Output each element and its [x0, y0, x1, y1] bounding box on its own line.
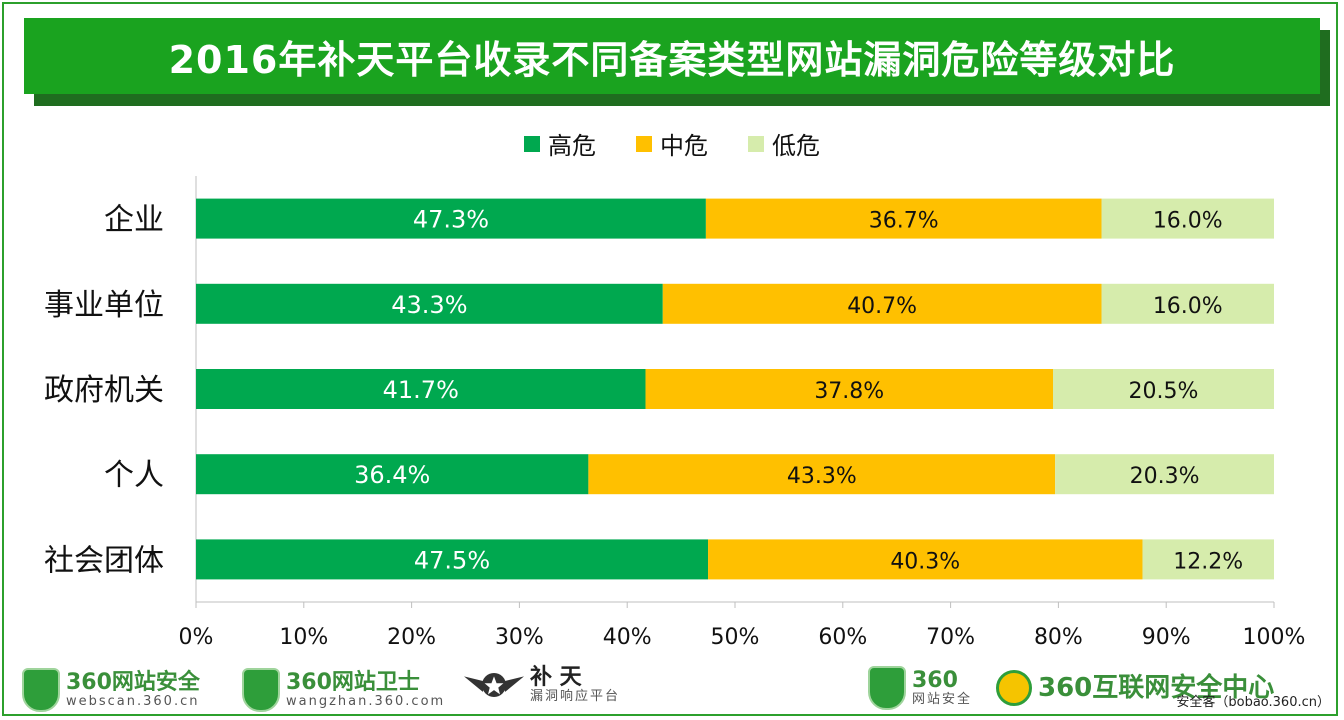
bar-segment-2	[1101, 283, 1274, 324]
shield-globe-icon	[868, 666, 906, 710]
data-label: 47.5%	[414, 546, 490, 574]
copyright: 安全客（bobao.360.cn）	[1176, 695, 1330, 710]
logo-butian-main: 补 天	[530, 665, 582, 690]
logo-webscan-main: 360网站安全	[66, 670, 200, 695]
logo-wangzhan-sub: wangzhan.360.com	[286, 694, 446, 709]
data-label: 12.2%	[1173, 549, 1243, 574]
shield-icon	[22, 668, 60, 712]
category-label: 事业单位	[44, 288, 164, 323]
x-tick-label: 70%	[926, 625, 975, 650]
bar-segment-1	[705, 198, 1102, 239]
bar-segment-0	[196, 454, 589, 495]
legend-swatch	[636, 135, 652, 152]
legend-label: 中危	[660, 132, 708, 160]
x-tick-label: 0%	[179, 625, 214, 650]
data-label: 43.3%	[787, 464, 857, 489]
star-wings-icon	[464, 673, 524, 697]
logo-360-site-security: 360 网站安全	[868, 666, 972, 710]
category-label: 企业	[104, 203, 164, 238]
bar-segment-2	[1055, 454, 1274, 495]
logo-butian-sub: 漏洞响应平台	[530, 689, 621, 704]
category-label: 社会团体	[44, 543, 164, 578]
logo-360-internet-security: 360互联网安全中心	[996, 670, 1274, 706]
shield-plus-icon	[242, 668, 280, 712]
logo-butian: 补 天 漏洞响应平台	[464, 666, 620, 704]
legend-item-1: 中危	[636, 126, 708, 161]
logo-webscan-sub: webscan.360.cn	[66, 694, 200, 709]
data-label: 40.7%	[847, 294, 917, 319]
logo-webscan: 360网站安全 webscan.360.cn	[22, 668, 200, 712]
legend-label: 高危	[548, 132, 596, 160]
logo-wangzhan: 360网站卫士 wangzhan.360.com	[242, 668, 445, 712]
plus-circle-icon	[996, 670, 1032, 706]
legend-item-0: 高危	[524, 126, 596, 161]
data-label: 16.0%	[1153, 209, 1223, 234]
bar-segment-0	[196, 369, 646, 409]
bar-segment-0	[196, 283, 663, 324]
data-label: 36.7%	[869, 209, 939, 234]
legend-swatch	[524, 135, 540, 152]
x-tick-label: 80%	[1034, 625, 1083, 650]
footer: 360网站安全 webscan.360.cn 360网站卫士 wangzhan.…	[0, 660, 1344, 720]
x-tick-label: 60%	[818, 625, 867, 650]
x-tick-label: 90%	[1142, 625, 1191, 650]
bar-segment-1	[708, 539, 1143, 580]
data-label: 37.8%	[814, 379, 884, 404]
x-tick-label: 30%	[495, 625, 544, 650]
x-tick-label: 50%	[711, 625, 760, 650]
x-tick-label: 10%	[279, 625, 328, 650]
x-tick-label: 100%	[1243, 625, 1306, 650]
data-label: 47.3%	[413, 206, 489, 234]
x-tick-label: 40%	[603, 625, 652, 650]
logo-360-main: 360	[912, 668, 958, 693]
bar-segment-1	[588, 454, 1056, 495]
bar-segment-2	[1101, 198, 1274, 239]
stacked-bar-chart: 0% 10% 20% 30% 40% 50% 60% 70% 80% 90% 100% 企业 47.3%…	[44, 176, 1306, 650]
logo-wangzhan-main: 360网站卫士	[286, 670, 420, 695]
legend: 高危 中危 低危	[0, 126, 1344, 161]
legend-swatch	[748, 135, 764, 152]
category-label: 个人	[104, 458, 164, 493]
data-label: 36.4%	[354, 461, 430, 489]
bar-segment-1	[662, 283, 1102, 324]
bar-segment-0	[196, 198, 706, 239]
data-label: 20.5%	[1129, 379, 1199, 404]
legend-item-2: 低危	[748, 126, 820, 161]
bar-segment-2	[1053, 369, 1274, 409]
data-label: 20.3%	[1130, 464, 1200, 489]
bar-segment-0	[196, 539, 709, 580]
x-tick-label: 20%	[387, 625, 436, 650]
data-label: 40.3%	[890, 549, 960, 574]
bar-segment-1	[645, 369, 1054, 409]
legend-label: 低危	[772, 132, 820, 160]
data-label: 43.3%	[391, 291, 467, 319]
chart-title: 2016年补天平台收录不同备案类型网站漏洞危险等级对比	[24, 18, 1320, 94]
bar-segment-2	[1142, 539, 1274, 580]
logo-360-center-main: 360互联网安全中心	[1038, 673, 1275, 703]
data-label: 41.7%	[383, 376, 459, 404]
category-label: 政府机关	[44, 373, 164, 408]
data-label: 16.0%	[1153, 294, 1223, 319]
logo-360-sub: 网站安全	[912, 692, 973, 707]
